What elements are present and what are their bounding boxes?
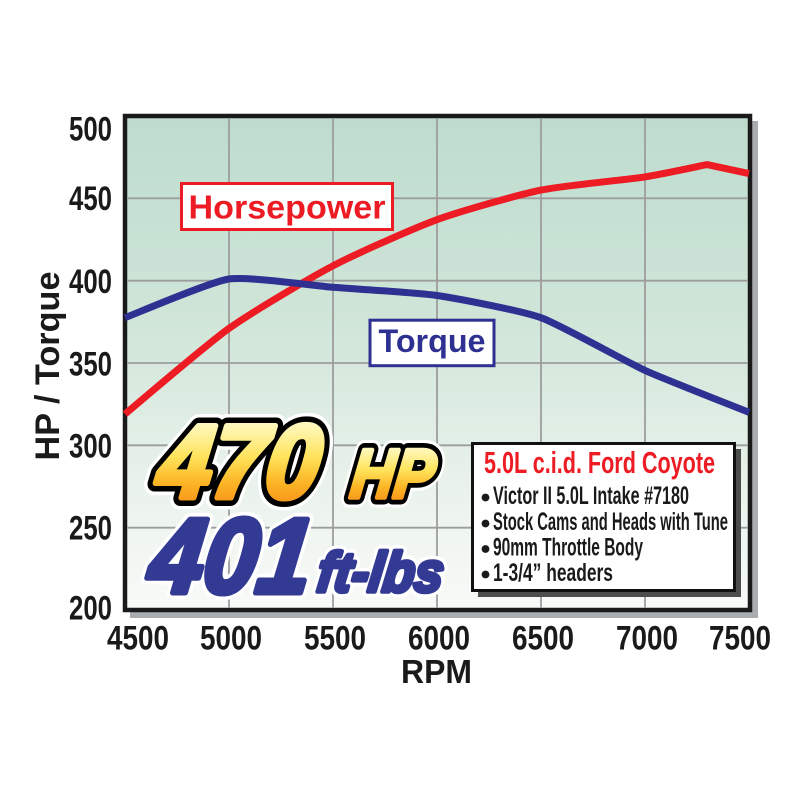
svg-text:470: 470 — [151, 404, 328, 521]
svg-text:Horsepower: Horsepower — [189, 190, 386, 227]
svg-text:5500: 5500 — [304, 619, 366, 657]
svg-text:7000: 7000 — [616, 619, 678, 657]
svg-text:5000: 5000 — [200, 619, 262, 657]
svg-text:90mm Throttle Body: 90mm Throttle Body — [493, 534, 643, 562]
svg-text:250: 250 — [69, 509, 112, 547]
svg-text:1-3/4” headers: 1-3/4” headers — [493, 559, 613, 587]
svg-text:470: 470 — [151, 404, 328, 521]
svg-text:5.0L c.i.d. Ford Coyote: 5.0L c.i.d. Ford Coyote — [484, 445, 715, 480]
svg-text:HP: HP — [347, 435, 440, 513]
svg-text:ft-lbs: ft-lbs — [314, 541, 448, 604]
svg-text:6500: 6500 — [512, 619, 574, 657]
svg-text:350: 350 — [69, 345, 112, 383]
svg-text:470: 470 — [151, 404, 328, 521]
svg-text:HP / Torque: HP / Torque — [29, 272, 67, 461]
svg-text:6000: 6000 — [408, 619, 470, 657]
svg-text:7500: 7500 — [709, 619, 771, 657]
svg-text:500: 500 — [69, 110, 112, 148]
svg-text:400: 400 — [69, 263, 112, 301]
svg-text:RPM: RPM — [401, 653, 472, 690]
svg-text:Torque: Torque — [379, 323, 486, 359]
svg-text:200: 200 — [69, 589, 112, 627]
svg-text:4500: 4500 — [107, 619, 169, 657]
svg-text:300: 300 — [69, 428, 112, 466]
svg-text:450: 450 — [69, 180, 112, 218]
svg-text:HP: HP — [347, 435, 440, 513]
svg-text:Stock Cams and Heads with Tune: Stock Cams and Heads with Tune — [493, 508, 728, 536]
svg-text:HP: HP — [347, 435, 440, 513]
svg-text:401: 401 — [142, 497, 319, 616]
svg-text:ft-lbs: ft-lbs — [314, 541, 448, 604]
svg-text:401: 401 — [142, 497, 319, 616]
svg-text:Victor II 5.0L Intake #7180: Victor II 5.0L Intake #7180 — [493, 482, 689, 510]
